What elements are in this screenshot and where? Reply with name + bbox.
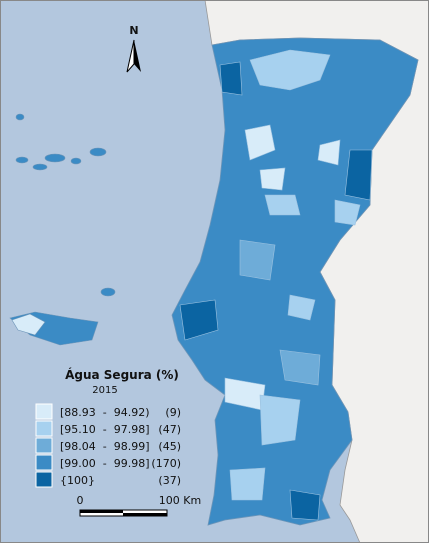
legend-swatch (35, 437, 53, 454)
madeira-region (11, 313, 46, 336)
scale-end: 100 Km (159, 494, 201, 507)
region (219, 61, 243, 96)
region (287, 294, 316, 321)
region (229, 467, 266, 501)
region (279, 349, 321, 386)
porto-santo (100, 287, 116, 297)
legend-range: [98.04 - 98.99] (60, 440, 150, 453)
legend-count: (9) (165, 406, 181, 419)
region (317, 139, 341, 166)
legend-range: [95.10 - 97.98] (60, 423, 150, 436)
region (259, 167, 286, 191)
legend-count: (45) (158, 440, 181, 453)
island (15, 156, 29, 164)
scale-bar (123, 513, 167, 516)
north-arrow (134, 40, 141, 72)
region (249, 49, 331, 91)
region (244, 124, 276, 161)
legend-count: (170) (151, 457, 181, 470)
legend-title: Água Segura (%) (65, 367, 179, 382)
legend-swatch (35, 471, 53, 488)
island (70, 157, 82, 165)
island (15, 113, 25, 121)
scale-bar (80, 510, 123, 513)
legend-count: (37) (158, 474, 181, 487)
region (334, 199, 361, 226)
island (89, 147, 107, 157)
region (259, 394, 301, 446)
scale-start: 0 (77, 494, 84, 507)
legend-range: [99.00 - 99.98] (60, 457, 150, 470)
legend-range: {100} (60, 474, 95, 487)
legend: [88.93 - 94.92) (9) [95.10 - 97.98] (47) [98… (35, 403, 181, 488)
legend-count: (47) (158, 423, 181, 436)
legend-swatch (35, 403, 53, 420)
legend-swatch (35, 420, 53, 437)
region (179, 299, 219, 341)
region (344, 149, 373, 201)
island (44, 153, 66, 163)
region (264, 194, 301, 216)
islands (9, 113, 116, 346)
municipalities (179, 49, 373, 521)
island (32, 163, 48, 171)
legend-range: [88.93 - 94.92) (60, 406, 150, 419)
region (239, 239, 276, 281)
region (289, 489, 321, 521)
legend-swatch (35, 454, 53, 471)
legend-subtitle: 2015 (92, 385, 117, 396)
north-label: N (129, 24, 138, 37)
